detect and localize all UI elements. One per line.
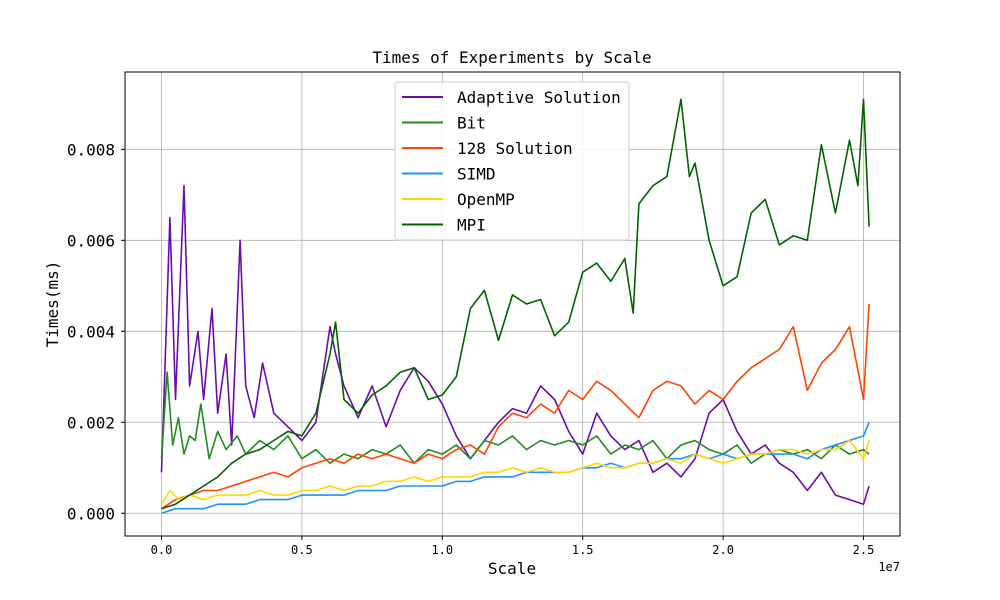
legend: Adaptive Solution Bit 128 Solution SIMD Open… [394, 81, 630, 241]
legend-label-1: Bit [457, 114, 486, 133]
legend-label-2: 128 Solution [457, 139, 573, 158]
x-tick-label: 1.5 [572, 543, 594, 557]
x-offset-label: 1e7 [878, 560, 900, 574]
series-line-2 [161, 303, 870, 510]
legend-label-4: OpenMP [457, 190, 515, 209]
series-line-4 [160, 439, 870, 505]
legend-label-3: SIMD [457, 165, 496, 184]
y-tick-label: 0.008 [67, 140, 115, 159]
x-tick-label: 0.0 [151, 543, 173, 557]
chart-title: Times of Experiments by Scale [372, 48, 651, 67]
y-tick-label: 0.004 [67, 322, 115, 341]
y-tick-label: 0.006 [67, 231, 115, 250]
legend-label-5: MPI [457, 216, 486, 235]
legend-label-0: Adaptive Solution [457, 88, 621, 107]
x-tick-label: 1.0 [431, 543, 453, 557]
series-line-5 [161, 98, 870, 510]
x-tick-label: 2.0 [712, 543, 734, 557]
x-tick-label: 2.5 [853, 543, 875, 557]
x-axis-title: Scale [488, 559, 536, 578]
y-tick-label: 0.000 [67, 504, 115, 523]
y-tick-label: 0.002 [67, 413, 115, 432]
tick-layer: 0.0 0.5 1.0 1.5 2.0 2.5 0.000 0.002 0.004 0.006 0.… [67, 140, 875, 557]
plot-frame [124, 71, 901, 537]
y-axis-title: Times(ms) [43, 261, 62, 348]
series-layer [160, 98, 870, 515]
x-tick-label: 0.5 [291, 543, 313, 557]
legend-box [394, 81, 630, 241]
